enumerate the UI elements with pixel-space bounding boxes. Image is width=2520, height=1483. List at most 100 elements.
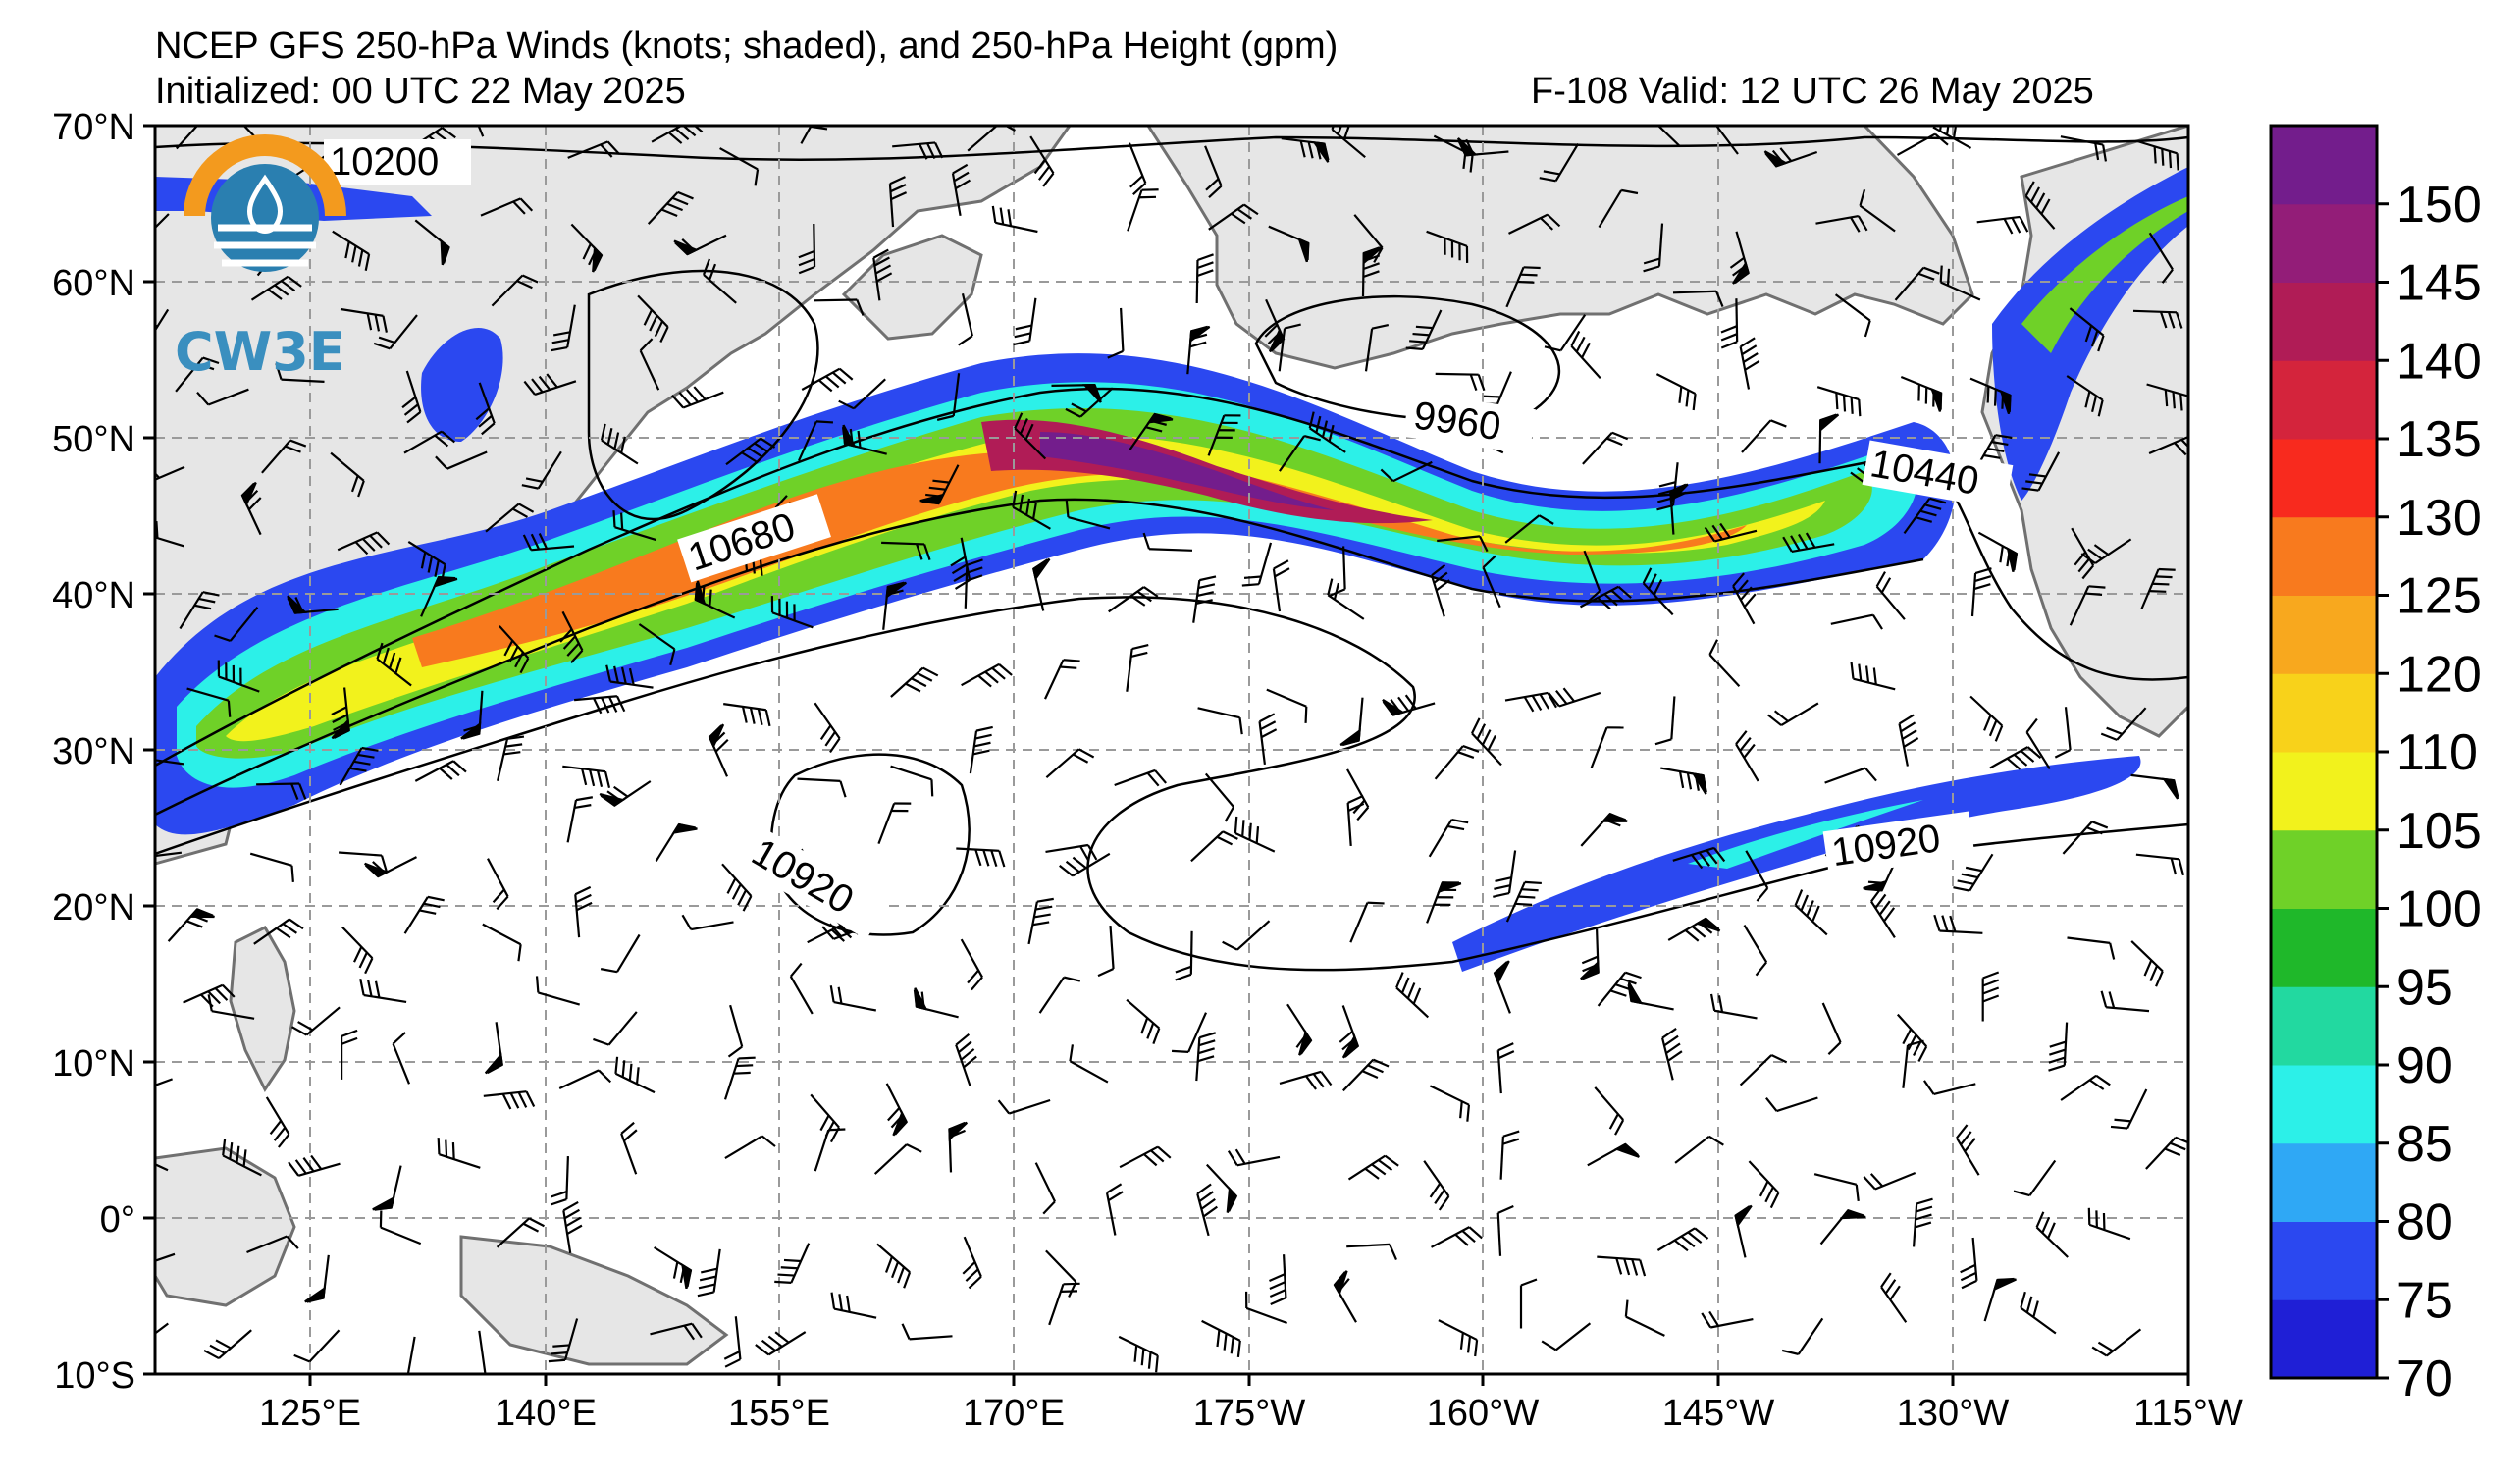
wind-barb bbox=[2140, 567, 2176, 609]
wind-barb bbox=[1923, 1080, 1976, 1096]
land-philippines bbox=[229, 926, 296, 1092]
wind-barb bbox=[1435, 372, 1486, 392]
wind-barb bbox=[1590, 726, 1624, 768]
wind-barb bbox=[901, 1323, 953, 1341]
wind-barb bbox=[217, 660, 260, 693]
wind-barb bbox=[265, 1096, 290, 1148]
wind-barb bbox=[798, 223, 816, 275]
wind-barb bbox=[1127, 188, 1159, 232]
wind-barb bbox=[405, 1336, 416, 1374]
wind-barb bbox=[1815, 214, 1868, 233]
wind-barb bbox=[155, 308, 170, 347]
wind-barb bbox=[207, 994, 255, 1020]
wind-barb bbox=[1541, 1322, 1592, 1351]
wind-barb bbox=[1656, 1227, 1709, 1252]
wind-barb bbox=[1582, 431, 1629, 465]
wind-barb bbox=[1674, 1135, 1724, 1164]
wind-barb-pennant bbox=[440, 238, 450, 266]
wind-barb bbox=[1426, 881, 1462, 924]
wind-barb bbox=[1204, 772, 1235, 822]
wind-barb bbox=[2080, 538, 2132, 564]
wind-barb bbox=[961, 662, 1013, 688]
wind-barb bbox=[2054, 707, 2072, 759]
wind-barb bbox=[491, 274, 539, 307]
wind-barb bbox=[1129, 412, 1174, 450]
wind-barb bbox=[1207, 414, 1241, 456]
wind-barb bbox=[403, 430, 456, 454]
wind-barb bbox=[697, 1248, 721, 1298]
wind-barb bbox=[340, 307, 388, 333]
colorbar-label: 70 bbox=[2396, 1351, 2453, 1407]
wind-barb bbox=[725, 437, 776, 466]
wind-barb-pennant bbox=[708, 723, 725, 749]
wind-barb bbox=[435, 450, 488, 470]
wind-barb bbox=[403, 895, 445, 934]
wind-barb-pennant bbox=[1580, 960, 1600, 980]
wind-barb bbox=[175, 356, 220, 393]
wind-barb bbox=[600, 423, 639, 465]
wind-barb bbox=[719, 147, 760, 186]
wind-barb bbox=[1708, 639, 1741, 687]
wind-barb bbox=[1981, 971, 2000, 1022]
wind-barb bbox=[1642, 567, 1674, 616]
wind-barb bbox=[155, 520, 184, 548]
wind-barb bbox=[1704, 522, 1758, 543]
wind-barb-pennant bbox=[1339, 728, 1361, 747]
wind-barb bbox=[1745, 850, 1769, 902]
wind-barb bbox=[485, 503, 535, 533]
wind-barb bbox=[1960, 1237, 1978, 1290]
wind-barb bbox=[364, 856, 417, 878]
wind-barb bbox=[1426, 230, 1469, 263]
lon-label: 140°E bbox=[495, 1393, 597, 1434]
wind-barb bbox=[1493, 960, 1511, 1014]
lat-label: 20°N bbox=[52, 887, 135, 928]
logo-arc bbox=[184, 134, 346, 217]
wind-barb bbox=[1667, 917, 1721, 942]
wind-barb-pennant bbox=[187, 908, 215, 919]
wind-barb bbox=[814, 702, 841, 754]
colorbar-label: 150 bbox=[2396, 177, 2482, 234]
wind-barb-pennant bbox=[1999, 389, 2012, 415]
wind-barb bbox=[420, 575, 458, 617]
wind-barb bbox=[2067, 936, 2116, 960]
wind-barb bbox=[155, 464, 185, 486]
wind-barb bbox=[155, 851, 183, 860]
wind-barb bbox=[1434, 745, 1480, 780]
wind-barb bbox=[1346, 794, 1365, 846]
wind-barb bbox=[1739, 1054, 1788, 1086]
wind-barb bbox=[1405, 309, 1443, 350]
wind-barb bbox=[955, 1033, 977, 1086]
wind-barb bbox=[2066, 375, 2104, 417]
wind-barb bbox=[654, 1246, 693, 1290]
wind-barb bbox=[287, 595, 339, 614]
wind-barb bbox=[246, 1235, 299, 1254]
wind-barb bbox=[574, 695, 626, 715]
wind-barb-pennant bbox=[1734, 1204, 1753, 1228]
wind-barb bbox=[1361, 246, 1383, 297]
contour-10920-a bbox=[155, 596, 2188, 972]
wind-barb bbox=[2060, 135, 2108, 162]
wind-barb-pennant bbox=[364, 862, 390, 878]
wind-barb bbox=[1648, 126, 1681, 147]
wind-barb bbox=[1014, 412, 1047, 460]
ne-jet-core bbox=[2021, 196, 2188, 353]
wind-barb-pennant bbox=[1457, 137, 1479, 157]
wind-barb bbox=[1594, 1086, 1625, 1136]
lon-label: 145°W bbox=[1662, 1393, 1775, 1434]
wind-barb bbox=[789, 962, 814, 1015]
wind-barb bbox=[1739, 337, 1760, 390]
wind-barb bbox=[222, 1139, 262, 1177]
wind-barb bbox=[437, 1138, 481, 1169]
wind-barb bbox=[2087, 1207, 2131, 1241]
wind-barb bbox=[888, 176, 908, 228]
wind-barb bbox=[1505, 266, 1541, 308]
wind-barb bbox=[480, 197, 534, 217]
wind-barb-pennant bbox=[1297, 238, 1310, 263]
wind-barb bbox=[550, 1156, 569, 1206]
wind-barb bbox=[2100, 707, 2147, 741]
wind-barb bbox=[1045, 843, 1098, 862]
wind-barb bbox=[293, 1329, 341, 1363]
wind-barb bbox=[876, 1243, 912, 1289]
wind-barb bbox=[570, 223, 604, 273]
wind-barb bbox=[558, 1069, 612, 1089]
